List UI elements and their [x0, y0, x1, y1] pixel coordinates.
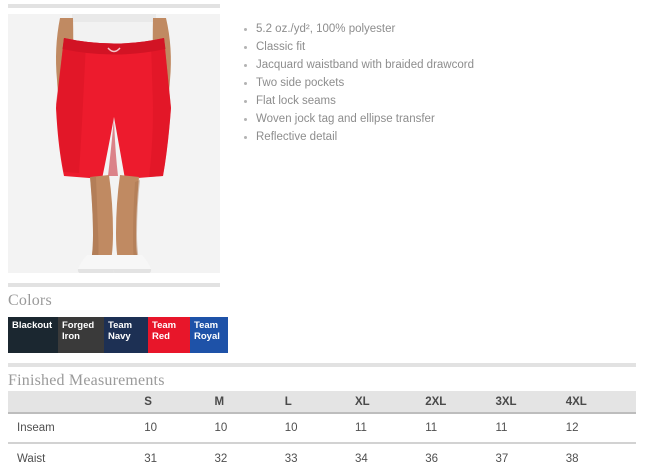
color-swatch[interactable]: Team Red [148, 317, 190, 353]
color-swatch-label: Team Royal [194, 320, 220, 342]
measurement-cell: 11 [425, 413, 496, 444]
table-header-row: S M L XL 2XL 3XL 4XL [8, 391, 636, 414]
feature-item: Jacquard waistband with braided drawcord [240, 58, 640, 73]
column-header-label [8, 391, 145, 414]
column-header-size: XL [354, 391, 426, 414]
color-swatch-label: Forged Iron [62, 320, 95, 342]
column-header-size: 4XL [565, 391, 636, 414]
color-swatch[interactable]: Team Royal [190, 317, 228, 353]
column-header-size: L [284, 391, 355, 414]
measurement-cell: 10 [214, 413, 285, 444]
table-row: Inseam 10 10 10 11 11 11 12 [8, 413, 636, 444]
measurement-cell: 10 [144, 413, 215, 444]
row-label: Waist [17, 452, 46, 465]
column-header-size: 2XL [425, 391, 496, 414]
feature-item: Two side pockets [240, 76, 640, 91]
column-header-size: 3XL [495, 391, 566, 414]
measurement-cell: 33 [284, 452, 298, 465]
product-image[interactable] [8, 14, 220, 273]
measurement-cell: 11 [495, 413, 566, 444]
divider-top [8, 4, 220, 8]
measurement-cell: 34 [354, 452, 368, 465]
measurement-cell: 12 [565, 413, 636, 444]
measurement-cell: 36 [425, 452, 438, 465]
color-swatch-label: Blackout [12, 320, 53, 331]
colors-heading: Colors [8, 292, 52, 309]
measurement-cell: 11 [354, 413, 426, 444]
measurement-cell: 37 [495, 452, 509, 465]
feature-item: Flat lock seams [240, 94, 640, 109]
measurement-cell: 31 [144, 452, 157, 465]
feature-item: 5.2 oz./yd², 100% polyester [240, 22, 640, 37]
divider-above-colors [8, 283, 220, 287]
table-row: Waist 31 32 33 34 36 37 38 [8, 443, 636, 473]
feature-item: Reflective detail [240, 130, 640, 145]
measurement-cell: 32 [214, 452, 228, 465]
color-swatch-label: Team Red [152, 320, 177, 342]
divider-below-colors [8, 363, 636, 367]
measurements-table: S M L XL 2XL 3XL 4XL Inseam 10 10 10 11 … [8, 391, 636, 473]
color-swatch[interactable]: Team Navy [104, 317, 148, 353]
measurement-cell: 10 [284, 413, 355, 444]
color-swatch[interactable]: Forged Iron [58, 317, 104, 353]
measurements-heading: Finished Measurements [8, 372, 165, 389]
color-swatch-list: Blackout Forged Iron Team Navy Team Red … [8, 317, 228, 353]
color-swatch[interactable]: Blackout [8, 317, 58, 353]
feature-item: Classic fit [240, 40, 640, 55]
table-body: Inseam 10 10 10 11 11 11 12 Waist 31 32 … [8, 413, 636, 473]
color-swatch-label: Team Navy [108, 320, 133, 342]
measurement-cell: 38 [565, 452, 579, 465]
feature-list: 5.2 oz./yd², 100% polyester Classic fit … [240, 22, 640, 148]
feature-item: Woven jock tag and ellipse transfer [240, 112, 640, 127]
row-label: Inseam [8, 413, 145, 444]
table-header: S M L XL 2XL 3XL 4XL [8, 391, 636, 414]
column-header-size: M [214, 391, 285, 414]
column-header-size: S [144, 391, 215, 414]
